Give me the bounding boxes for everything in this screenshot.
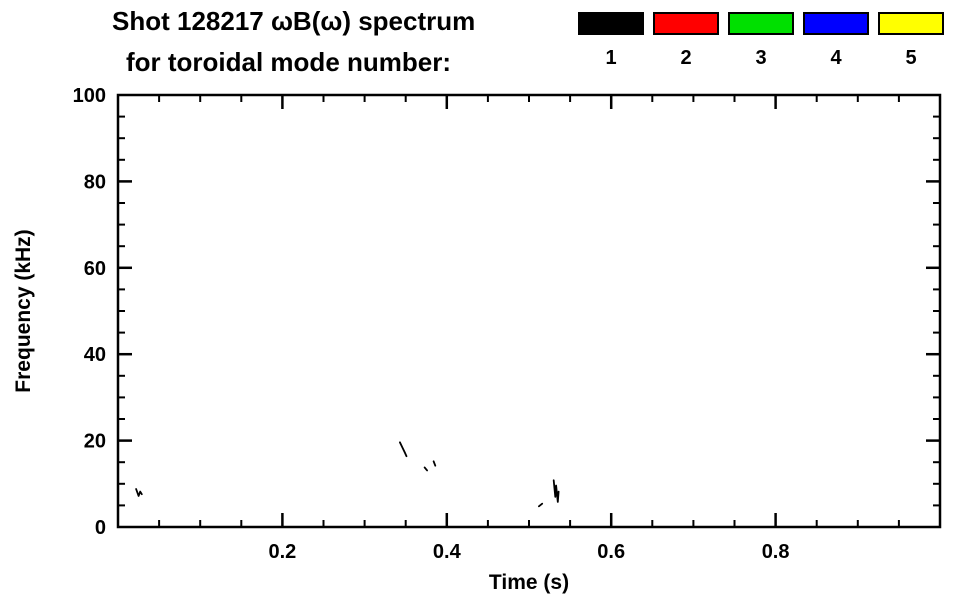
legend-entry: 3 bbox=[728, 12, 794, 69]
x-tick-label: 0.2 bbox=[268, 541, 296, 563]
y-axis-title: Frequency (kHz) bbox=[12, 229, 35, 392]
legend-label: 4 bbox=[830, 47, 842, 69]
data-mark bbox=[552, 479, 560, 503]
y-tick-label: 80 bbox=[84, 171, 106, 193]
data-mark bbox=[432, 460, 437, 467]
legend-label: 2 bbox=[680, 47, 692, 69]
data-mark bbox=[398, 441, 408, 458]
x-tick-label: 0.8 bbox=[762, 541, 790, 563]
legend-entry: 5 bbox=[878, 12, 944, 69]
legend-swatch bbox=[578, 12, 644, 35]
legend-label: 1 bbox=[605, 47, 617, 69]
data-mark bbox=[135, 488, 143, 497]
plot-frame bbox=[116, 93, 942, 529]
y-tick-label: 0 bbox=[95, 517, 106, 539]
legend-entry: 4 bbox=[803, 12, 869, 69]
legend-swatch bbox=[653, 12, 719, 35]
data-mark bbox=[423, 466, 429, 472]
legend-label: 3 bbox=[755, 47, 767, 69]
legend-entry: 2 bbox=[653, 12, 719, 69]
legend-swatch bbox=[878, 12, 944, 35]
y-tick-label: 100 bbox=[73, 85, 106, 107]
data-mark bbox=[538, 502, 544, 508]
legend-label: 5 bbox=[905, 47, 917, 69]
chart-title: Shot 128217 ωB(ω) spectrum bbox=[112, 6, 476, 36]
legend-entry: 1 bbox=[578, 12, 644, 69]
y-tick-label: 20 bbox=[84, 431, 106, 453]
chart-subtitle: for toroidal mode number: bbox=[126, 47, 451, 77]
x-axis-title: Time (s) bbox=[489, 571, 569, 594]
x-tick-label: 0.6 bbox=[597, 541, 625, 563]
y-tick-label: 40 bbox=[84, 344, 106, 366]
legend-swatch bbox=[728, 12, 794, 35]
x-tick-label: 0.4 bbox=[433, 541, 462, 563]
legend-swatch bbox=[803, 12, 869, 35]
mode-legend: 1 2 3 4 5 bbox=[578, 12, 944, 69]
y-tick-label: 60 bbox=[84, 258, 106, 280]
